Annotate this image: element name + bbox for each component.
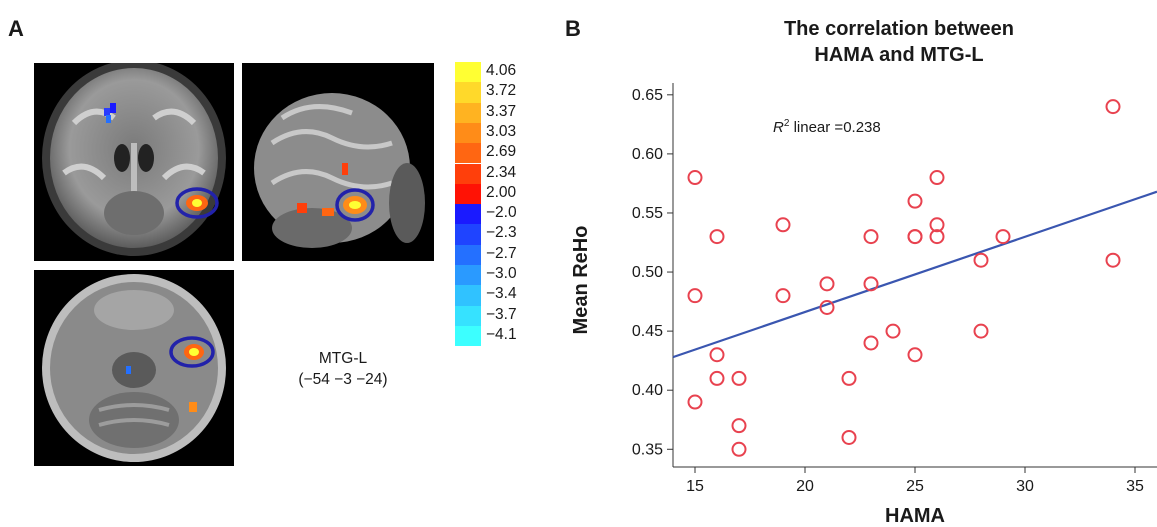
data-point bbox=[731, 370, 747, 386]
colorbar-swatch bbox=[455, 102, 481, 123]
r-squared-sup: 2 bbox=[784, 118, 790, 129]
region-label: MTG-L (−54 −3 −24) bbox=[278, 348, 408, 390]
chart-title-line-2: HAMA and MTG-L bbox=[814, 44, 983, 66]
colorbar-label: 3.03 bbox=[486, 122, 517, 140]
colorbar-swatch bbox=[455, 82, 481, 103]
y-axis-label: Mean ReHo bbox=[570, 226, 592, 335]
data-point bbox=[709, 229, 725, 245]
colorbar-label: 4.06 bbox=[486, 62, 517, 79]
colorbar-swatch bbox=[455, 62, 481, 83]
data-point bbox=[929, 217, 945, 233]
x-tick-label: 25 bbox=[906, 478, 924, 495]
x-tick-label: 30 bbox=[1016, 478, 1034, 495]
colorbar-label: 2.69 bbox=[486, 143, 517, 161]
colorbar-label: −2.0 bbox=[486, 204, 517, 222]
colorbar-label: −3.4 bbox=[486, 285, 517, 303]
panel-label-b: B bbox=[565, 16, 581, 41]
y-tick-label: 0.45 bbox=[632, 323, 663, 340]
colorbar-swatch bbox=[455, 183, 481, 205]
x-tick-label: 20 bbox=[796, 478, 814, 495]
x-tick-label: 15 bbox=[686, 478, 704, 495]
data-point bbox=[775, 288, 791, 304]
data-point bbox=[929, 229, 945, 245]
data-point bbox=[731, 418, 747, 434]
data-point bbox=[995, 229, 1011, 245]
data-point bbox=[819, 276, 835, 292]
y-tick-label: 0.55 bbox=[632, 205, 663, 222]
colorbar-swatch bbox=[455, 285, 481, 306]
y-tick-label: 0.60 bbox=[632, 146, 663, 163]
data-point bbox=[1105, 252, 1121, 268]
data-point bbox=[863, 276, 879, 292]
colorbar-swatch bbox=[455, 163, 481, 184]
chart-title-line-1: The correlation between bbox=[784, 18, 1014, 40]
data-point bbox=[907, 193, 923, 209]
data-point bbox=[841, 370, 857, 386]
data-point bbox=[709, 347, 725, 363]
colorbar-label: −3.0 bbox=[486, 265, 517, 282]
x-axis-label: HAMA bbox=[885, 505, 945, 527]
colorbar-label: −2.3 bbox=[486, 224, 517, 242]
colorbar-swatch bbox=[455, 143, 481, 164]
data-point bbox=[687, 288, 703, 304]
colorbar-label: −3.7 bbox=[486, 305, 517, 323]
y-tick-label: 0.65 bbox=[632, 87, 663, 104]
data-point bbox=[863, 335, 879, 351]
colorbar-swatch bbox=[455, 122, 481, 144]
axial-brain-slice bbox=[34, 270, 234, 466]
y-tick-label: 0.40 bbox=[632, 382, 663, 399]
r-squared-value: linear =0.238 bbox=[789, 119, 880, 136]
colorbar-label: 3.72 bbox=[486, 82, 517, 100]
data-point bbox=[687, 394, 703, 410]
colorbar-swatch bbox=[455, 265, 481, 286]
regression-line bbox=[672, 190, 1157, 359]
data-point bbox=[863, 229, 879, 245]
data-point bbox=[731, 441, 747, 457]
colorbar-label: 2.00 bbox=[486, 183, 517, 201]
data-point bbox=[973, 323, 989, 339]
colorbar-swatch bbox=[455, 224, 481, 245]
data-point bbox=[907, 347, 923, 363]
colorbar-label: −4.1 bbox=[486, 325, 517, 343]
region-coordinates: (−54 −3 −24) bbox=[298, 371, 388, 388]
sagittal-brain-slice bbox=[242, 63, 434, 261]
colorbar-label: 3.37 bbox=[486, 102, 517, 120]
data-point bbox=[819, 299, 835, 315]
colorbar-label: 2.34 bbox=[486, 163, 517, 181]
data-point bbox=[929, 170, 945, 186]
region-name: MTG-L bbox=[318, 350, 368, 367]
colorbar-swatch bbox=[455, 305, 481, 326]
panel-label-a: A bbox=[8, 16, 24, 41]
colorbar-label: −2.7 bbox=[486, 244, 517, 262]
x-tick-label: 35 bbox=[1126, 478, 1144, 495]
scatter-chart: The correlation between HAMA and MTG-L 0… bbox=[570, 18, 1157, 527]
r-squared-var: R bbox=[773, 119, 784, 136]
data-point bbox=[841, 429, 857, 445]
data-point bbox=[709, 370, 725, 386]
y-tick-label: 0.35 bbox=[632, 441, 663, 458]
y-tick-label: 0.50 bbox=[632, 264, 663, 281]
data-point bbox=[973, 252, 989, 268]
colorbar-swatch bbox=[455, 204, 481, 225]
coronal-brain-slice bbox=[34, 63, 234, 261]
data-point bbox=[907, 229, 923, 245]
r-squared-annotation: R2 linear =0.238 bbox=[773, 118, 881, 136]
data-point bbox=[885, 323, 901, 339]
colorbar-swatch bbox=[455, 244, 481, 265]
data-point bbox=[775, 217, 791, 233]
data-point bbox=[1105, 99, 1121, 115]
colorbar-swatch bbox=[455, 325, 481, 347]
data-point bbox=[687, 170, 703, 186]
